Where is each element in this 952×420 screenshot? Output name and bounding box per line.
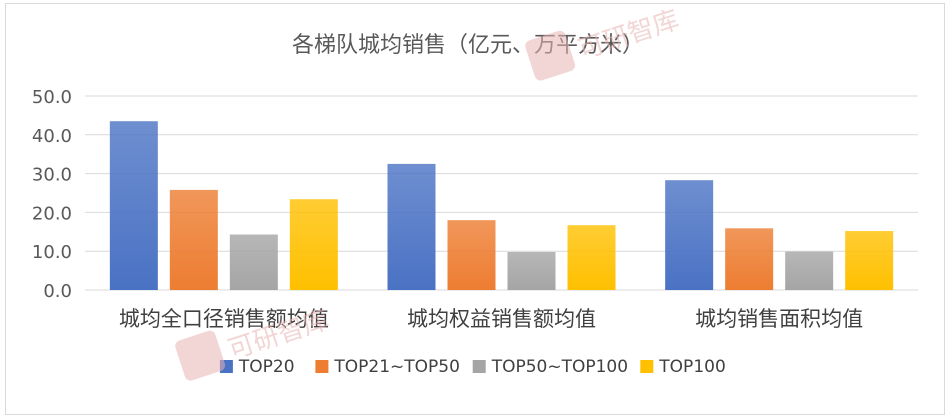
bar-top21-top50-0	[169, 189, 218, 290]
bar-top50-top100-2	[785, 251, 834, 290]
y-axis-ticks: 0.0 10.0 20.0 30.0 40.0 50.0	[32, 87, 72, 302]
bar-top100-0	[289, 199, 338, 290]
y-tick-label: 30.0	[32, 165, 72, 186]
watermark-logo-icon	[175, 330, 226, 381]
gridlines	[85, 95, 918, 291]
legend: TOP20 TOP21~TOP50 TOP50~TOP100 TOP100	[219, 357, 726, 377]
bar-top50-top100-0	[229, 234, 278, 290]
legend-swatch	[472, 360, 486, 373]
legend-swatch	[640, 360, 654, 373]
watermark-logo-icon	[525, 30, 576, 81]
x-category-label: 城均权益销售额均值	[407, 307, 596, 331]
x-category-label: 城均销售面积均值	[695, 307, 863, 331]
bar-top20-0	[109, 121, 158, 290]
bar-top20-2	[665, 180, 714, 290]
bar-top21-top50-1	[447, 220, 496, 290]
y-tick-label: 40.0	[32, 126, 72, 147]
bar-top100-1	[567, 225, 616, 290]
legend-label: TOP100	[658, 357, 725, 377]
watermark-top: 可研智库	[525, 5, 683, 81]
y-tick-label: 0.0	[43, 281, 72, 302]
x-category-label: 城均全口径销售额均值	[119, 307, 329, 331]
legend-label: TOP50~TOP100	[491, 357, 628, 377]
bar-top100-2	[845, 231, 894, 290]
bar-top20-1	[387, 163, 436, 290]
y-tick-label: 10.0	[32, 242, 72, 263]
bar-top50-top100-1	[507, 251, 556, 290]
legend-label: TOP20	[238, 357, 295, 377]
bars	[109, 121, 894, 290]
legend-swatch	[315, 360, 329, 373]
y-tick-label: 20.0	[32, 203, 72, 224]
x-axis-categories: 城均全口径销售额均值 城均权益销售额均值 城均销售面积均值	[119, 307, 863, 331]
legend-label: TOP21~TOP50	[333, 357, 460, 377]
chart-frame	[5, 3, 945, 415]
bar-top21-top50-2	[725, 228, 774, 290]
chart-title: 各梯队城均销售（亿元、万平方米）	[292, 33, 644, 58]
y-tick-label: 50.0	[32, 87, 72, 108]
